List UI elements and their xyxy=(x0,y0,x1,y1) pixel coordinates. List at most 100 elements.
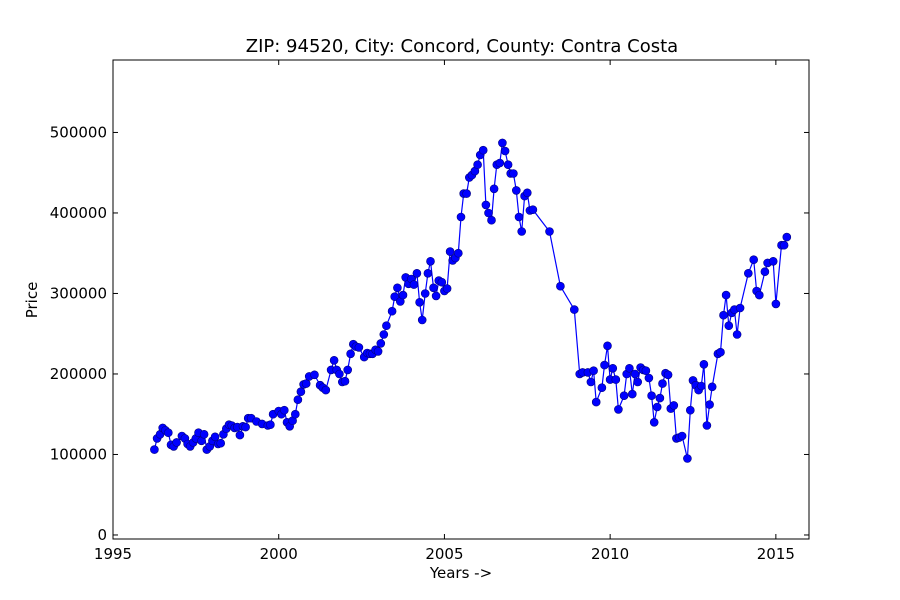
data-point xyxy=(462,189,471,198)
data-point xyxy=(321,385,331,395)
data-point xyxy=(683,454,692,463)
data-point xyxy=(608,363,618,373)
data-point xyxy=(150,445,159,454)
data-point xyxy=(611,375,621,384)
data-point xyxy=(489,184,499,194)
series-markers xyxy=(150,138,792,463)
data-point xyxy=(379,330,389,339)
data-point xyxy=(655,393,665,403)
data-point xyxy=(415,297,424,307)
data-point xyxy=(495,158,505,168)
data-point xyxy=(393,283,402,293)
data-point xyxy=(456,212,466,222)
y-tick-label: 200000 xyxy=(50,365,107,383)
data-point xyxy=(412,268,422,278)
data-point xyxy=(619,391,629,401)
data-point xyxy=(716,347,725,357)
y-tick-label: 0 xyxy=(97,526,107,544)
data-point xyxy=(556,281,565,291)
data-point xyxy=(172,438,181,447)
data-point xyxy=(658,379,667,388)
data-point xyxy=(241,422,250,432)
data-point xyxy=(279,405,289,415)
data-point xyxy=(310,370,319,380)
x-tick-label: 2010 xyxy=(591,545,629,563)
data-point xyxy=(522,188,532,198)
data-point xyxy=(354,343,364,352)
data-point xyxy=(663,370,673,380)
x-axis-label: Years -> xyxy=(429,564,492,582)
plot-area xyxy=(112,59,810,540)
data-point xyxy=(699,359,709,369)
data-point xyxy=(702,421,712,430)
data-point xyxy=(669,401,679,410)
data-point xyxy=(517,227,527,236)
data-point xyxy=(696,381,706,391)
data-point xyxy=(685,405,695,415)
data-point xyxy=(597,383,607,393)
data-point xyxy=(719,310,728,320)
data-point xyxy=(290,409,300,419)
y-tick-label: 300000 xyxy=(50,284,107,302)
x-tick-label: 2000 xyxy=(260,545,298,563)
x-tick-label: 2005 xyxy=(425,545,463,563)
data-point xyxy=(633,377,643,387)
data-point xyxy=(528,205,538,214)
data-point xyxy=(721,290,731,300)
data-point xyxy=(484,208,493,218)
data-point xyxy=(644,373,654,383)
data-point xyxy=(390,292,400,302)
data-point xyxy=(335,369,344,379)
data-point xyxy=(398,290,408,300)
data-point xyxy=(487,215,496,225)
data-point xyxy=(376,339,386,348)
data-point xyxy=(437,277,447,287)
data-point xyxy=(586,377,596,387)
data-point xyxy=(473,160,482,169)
data-point xyxy=(649,417,659,427)
data-point xyxy=(498,138,507,148)
data-point xyxy=(732,330,742,339)
data-point xyxy=(545,227,554,236)
data-point xyxy=(652,402,662,412)
data-point xyxy=(340,376,350,386)
data-point xyxy=(423,268,433,278)
data-point xyxy=(779,240,789,250)
data-point xyxy=(478,145,488,155)
data-point xyxy=(382,321,391,331)
y-tick-label: 500000 xyxy=(50,123,107,141)
data-point xyxy=(603,341,612,351)
data-point xyxy=(445,247,455,256)
data-point xyxy=(614,405,623,414)
data-point xyxy=(266,420,275,430)
data-point xyxy=(426,256,435,266)
x-tick-label: 2015 xyxy=(757,545,795,563)
data-point xyxy=(735,303,745,313)
data-point xyxy=(677,431,687,441)
y-axis-label: Price xyxy=(23,282,41,319)
data-point xyxy=(431,291,441,301)
data-point xyxy=(373,347,383,356)
data-point xyxy=(216,438,225,448)
x-axis: 1995 2000 2005 2010 2015 xyxy=(94,60,795,563)
data-point xyxy=(771,299,781,309)
data-point xyxy=(630,369,640,379)
data-point xyxy=(409,280,419,289)
data-point xyxy=(301,379,311,388)
data-point xyxy=(754,290,764,300)
data-point xyxy=(589,366,598,376)
data-point xyxy=(500,146,510,156)
data-point xyxy=(235,430,245,440)
data-point xyxy=(591,397,601,407)
data-point xyxy=(296,387,306,397)
y-axis: 0 100000 200000 300000 400000 500000 xyxy=(50,123,809,544)
data-point xyxy=(749,255,759,265)
y-tick-label: 400000 xyxy=(50,204,107,222)
data-point xyxy=(707,382,717,392)
data-point xyxy=(511,186,521,195)
x-tick-label: 1995 xyxy=(94,545,132,563)
y-tick-label: 100000 xyxy=(50,445,107,463)
chart-title: ZIP: 94520, City: Concord, County: Contr… xyxy=(246,36,678,57)
data-point xyxy=(164,428,173,438)
